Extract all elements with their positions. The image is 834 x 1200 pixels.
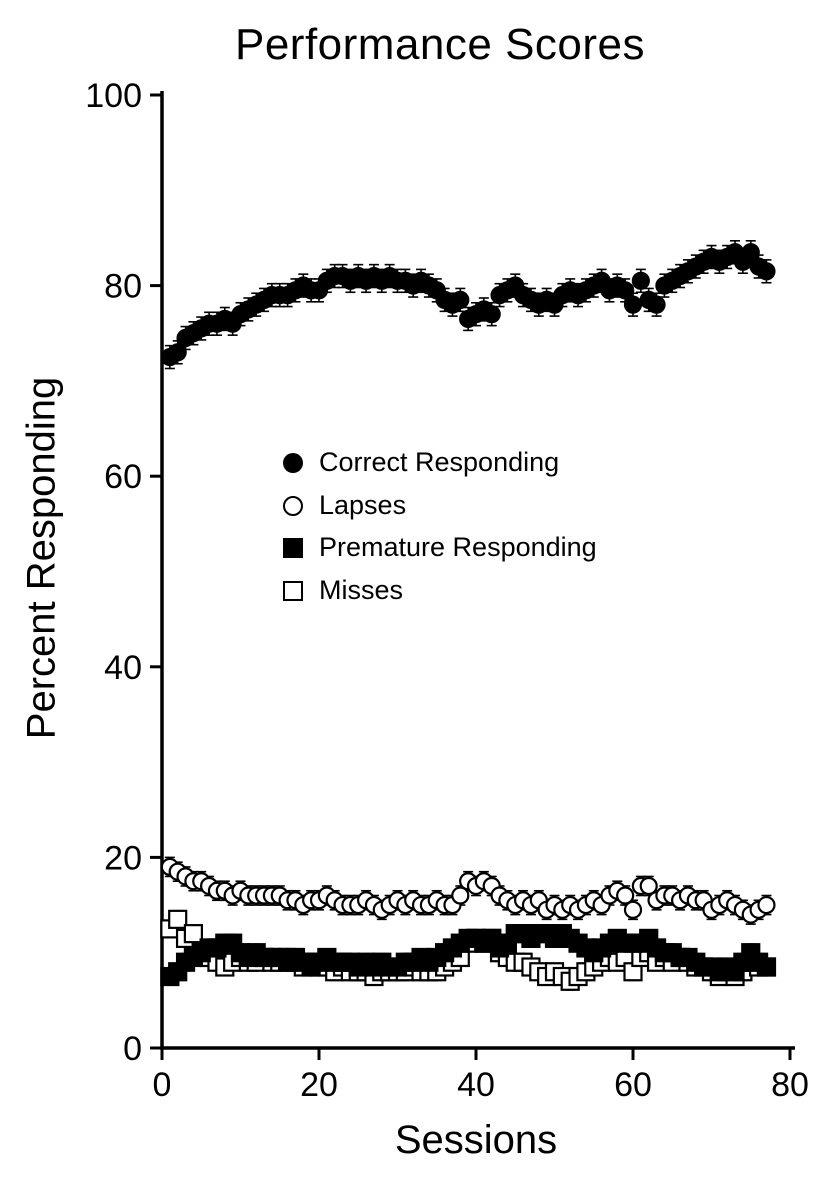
- filled-circle-marker: [482, 305, 501, 324]
- open-circle-marker: [639, 876, 658, 896]
- y-tick-label: 40: [104, 649, 142, 687]
- open-circle-marker: [616, 886, 635, 905]
- filled-circle-marker: [647, 295, 666, 314]
- x-tick-label: 0: [153, 1066, 172, 1104]
- open-circle-marker: [451, 886, 470, 905]
- filled-circle-icon: [283, 452, 303, 473]
- legend-item-lapses: Lapses: [283, 489, 597, 521]
- x-tick-label: 60: [614, 1066, 652, 1104]
- y-tick-label: 80: [104, 268, 142, 306]
- series-premature-responding: [160, 924, 777, 987]
- open-circle-icon: [283, 495, 303, 516]
- legend-label: Lapses: [319, 489, 407, 520]
- legend-label: Misses: [319, 575, 404, 606]
- y-tick-label: 20: [104, 839, 142, 877]
- filled-circle-marker: [757, 262, 776, 281]
- y-tick-label: 60: [104, 458, 142, 496]
- x-tick-label: 80: [771, 1066, 809, 1104]
- x-tick-label: 20: [300, 1066, 338, 1104]
- open-circle-marker: [757, 895, 776, 915]
- filled-square-icon: [283, 538, 303, 559]
- open-square-marker: [183, 924, 203, 944]
- open-square-marker: [168, 909, 188, 929]
- open-circle-marker: [623, 900, 643, 919]
- y-tick-label: 100: [85, 77, 142, 115]
- filled-square-marker: [756, 957, 777, 977]
- legend-label: Premature Responding: [319, 532, 597, 563]
- x-tick-label: 40: [457, 1066, 495, 1104]
- legend-item-misses: Misses: [283, 575, 597, 606]
- legend-item-premature-responding: Premature Responding: [283, 533, 597, 563]
- filled-circle-marker: [623, 295, 643, 314]
- filled-circle-marker: [168, 343, 187, 362]
- filled-circle-marker: [631, 271, 650, 290]
- filled-circle-marker: [741, 243, 760, 262]
- legend-label: Correct Responding: [319, 447, 560, 477]
- filled-circle-marker: [616, 281, 635, 300]
- series-correct-responding: [160, 240, 776, 370]
- legend-item-correct-responding: Correct Responding: [283, 447, 597, 478]
- open-square-icon: [283, 580, 303, 601]
- chart-title: Performance Scores: [234, 20, 646, 69]
- y-tick-label: 0: [123, 1030, 142, 1068]
- series-lapses: [160, 856, 776, 925]
- legend: Correct Responding Lapses Premature Resp…: [283, 447, 597, 606]
- x-axis-label: Sessions: [394, 1118, 558, 1162]
- filled-circle-marker: [451, 290, 470, 309]
